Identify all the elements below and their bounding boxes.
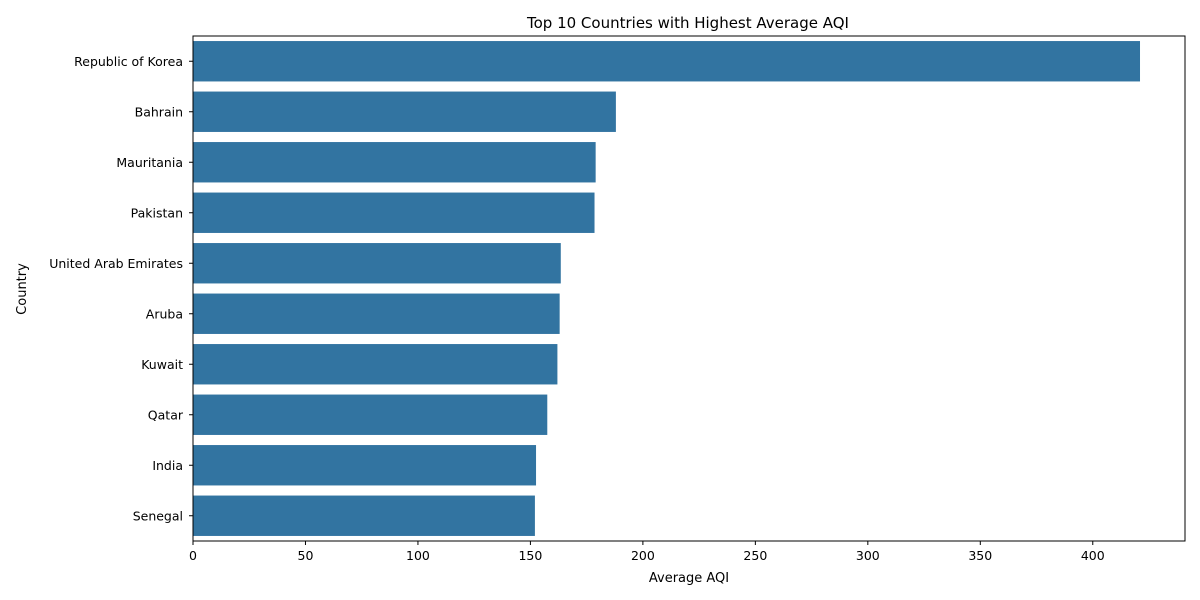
x-axis-ticks: 0 50 100 150 200 250 300 350 400 [189, 541, 1105, 563]
x-tick-label: 300 [856, 548, 880, 563]
x-tick-label: 200 [631, 548, 655, 563]
bar-united-arab-emirates [193, 243, 561, 284]
chart-title: Top 10 Countries with Highest Average AQ… [526, 14, 849, 32]
y-tick-label: India [152, 458, 183, 473]
bar-senegal [193, 495, 535, 536]
y-tick-label: United Arab Emirates [49, 256, 183, 271]
bars-group [193, 41, 1141, 536]
x-tick-label: 350 [968, 548, 992, 563]
x-tick-label: 50 [298, 548, 314, 563]
y-axis-label: Country [15, 263, 30, 315]
x-tick-label: 250 [743, 548, 767, 563]
bar-india [193, 445, 537, 486]
y-tick-label: Mauritania [116, 155, 183, 170]
bar-mauritania [193, 142, 596, 183]
y-tick-label: Senegal [133, 508, 183, 523]
bar-aruba [193, 293, 560, 334]
x-tick-label: 150 [518, 548, 542, 563]
bar-republic-of-korea [193, 41, 1141, 82]
x-axis-label: Average AQI [649, 571, 729, 586]
y-tick-label: Qatar [148, 407, 184, 422]
y-tick-label: Kuwait [141, 357, 183, 372]
y-tick-label: Pakistan [131, 205, 183, 220]
x-tick-label: 100 [406, 548, 430, 563]
y-tick-label: Bahrain [135, 104, 183, 119]
x-tick-label: 0 [189, 548, 197, 563]
plot-frame [192, 35, 1186, 542]
y-axis-ticks: Republic of Korea Bahrain Mauritania Pakist… [49, 54, 193, 523]
bar-bahrain [193, 91, 616, 132]
bar-qatar [193, 394, 548, 435]
y-tick-label: Republic of Korea [74, 54, 183, 69]
bar-kuwait [193, 344, 558, 385]
x-tick-label: 400 [1081, 548, 1105, 563]
bar-pakistan [193, 192, 595, 233]
y-tick-label: Aruba [146, 306, 183, 321]
